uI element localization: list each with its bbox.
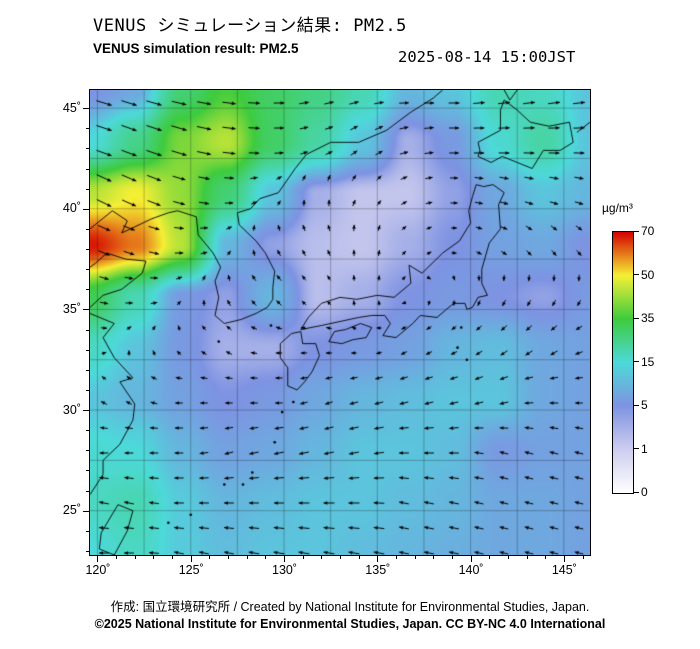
x-axis-minor-tick [228,556,230,559]
x-tick-label: 135˚ [365,563,391,577]
title-japanese: VENUS シミュレーション結果: PM2.5 [93,16,407,36]
y-axis-major-tick [83,309,89,311]
credit-line: 作成: 国立環境研究所 / Created by National Instit… [110,600,590,614]
colorbar-tick-label: 15 [641,354,655,369]
y-tick-label: 30˚ [62,402,81,417]
y-axis-minor-tick [86,289,89,291]
x-axis-minor-tick [340,556,341,559]
x-axis-minor-tick [433,556,435,559]
x-tick-label: 130˚ [272,563,298,577]
colorbar-tick [634,491,639,493]
y-tick-label: 40˚ [62,201,81,216]
colorbar-tick [634,317,639,319]
y-axis-minor-tick [86,249,89,251]
y-tick-label: 45˚ [62,100,81,115]
x-axis-minor-tick [489,556,491,559]
map-frame [89,89,591,556]
colorbar-tick [634,404,639,406]
x-axis-minor-tick [582,556,584,559]
x-axis-minor-tick [545,556,547,559]
colorbar [612,231,634,494]
x-axis-minor-tick [246,556,248,559]
x-axis-major-tick [190,556,192,562]
x-axis-minor-tick [116,556,118,559]
title-english: VENUS simulation result: PM2.5 [93,41,299,56]
colorbar-tick [634,361,639,362]
x-tick-label: 120˚ [85,563,111,577]
x-axis-major-tick [97,556,99,562]
copyright-line: ©2025 National Institute for Environment… [94,617,606,631]
y-axis-major-tick [83,510,89,512]
x-axis-minor-tick [358,556,360,559]
colorbar-tick-label: 0 [641,485,648,499]
colorbar-tick [634,230,639,232]
y-axis-minor-tick [86,329,89,331]
x-axis-major-tick [377,556,379,562]
x-axis-minor-tick [209,556,211,559]
y-axis-minor-tick [86,128,89,130]
x-axis-major-tick [470,556,472,562]
y-axis-major-tick [83,410,89,412]
x-axis-minor-tick [302,556,304,559]
colorbar-tick [634,448,639,449]
colorbar-unit-label: µg/m³ [602,201,633,215]
x-axis-minor-tick [134,556,136,559]
y-tick-label: 35˚ [62,301,81,316]
x-axis-minor-tick [321,556,323,559]
y-axis-minor-tick [86,430,89,432]
x-axis-minor-tick [265,556,267,559]
y-axis-minor-tick [86,349,89,351]
x-axis-minor-tick [414,556,416,559]
x-tick-label: 125˚ [178,563,204,577]
colorbar-tick-label: 5 [641,398,648,412]
x-tick-label: 140˚ [458,563,484,577]
x-axis-major-tick [284,556,286,562]
x-axis-minor-tick [395,556,397,559]
y-axis-minor-tick [86,148,89,150]
x-tick-label: 145˚ [551,563,577,577]
y-axis-minor-tick [86,450,89,452]
x-axis-minor-tick [507,556,509,559]
y-axis-minor-tick [86,269,89,271]
timestamp: 2025-08-14 15:00JST [398,48,576,66]
y-axis-minor-tick [86,188,89,190]
y-axis-minor-tick [86,369,89,371]
colorbar-tick-label: 35 [641,311,655,325]
y-tick-label: 25˚ [62,503,81,518]
y-axis-minor-tick [86,228,89,230]
x-axis-major-tick [563,556,565,562]
x-axis-minor-tick [526,556,528,559]
y-axis-minor-tick [86,470,89,472]
y-axis-major-tick [83,208,89,210]
x-axis-minor-tick [451,556,453,559]
pm25-field-canvas [90,90,590,555]
colorbar-tick-label: 70 [641,224,655,238]
x-axis-minor-tick [153,556,155,559]
colorbar-tick [634,274,639,275]
y-axis-minor-tick [86,490,89,492]
colorbar-tick-label: 1 [641,441,648,456]
colorbar-tick-label: 50 [641,267,655,282]
y-axis-minor-tick [86,168,89,170]
y-axis-minor-tick [86,389,89,391]
y-axis-major-tick [83,108,89,110]
y-axis-minor-tick [86,550,89,552]
y-axis-minor-tick [86,530,89,532]
x-axis-minor-tick [172,556,174,559]
